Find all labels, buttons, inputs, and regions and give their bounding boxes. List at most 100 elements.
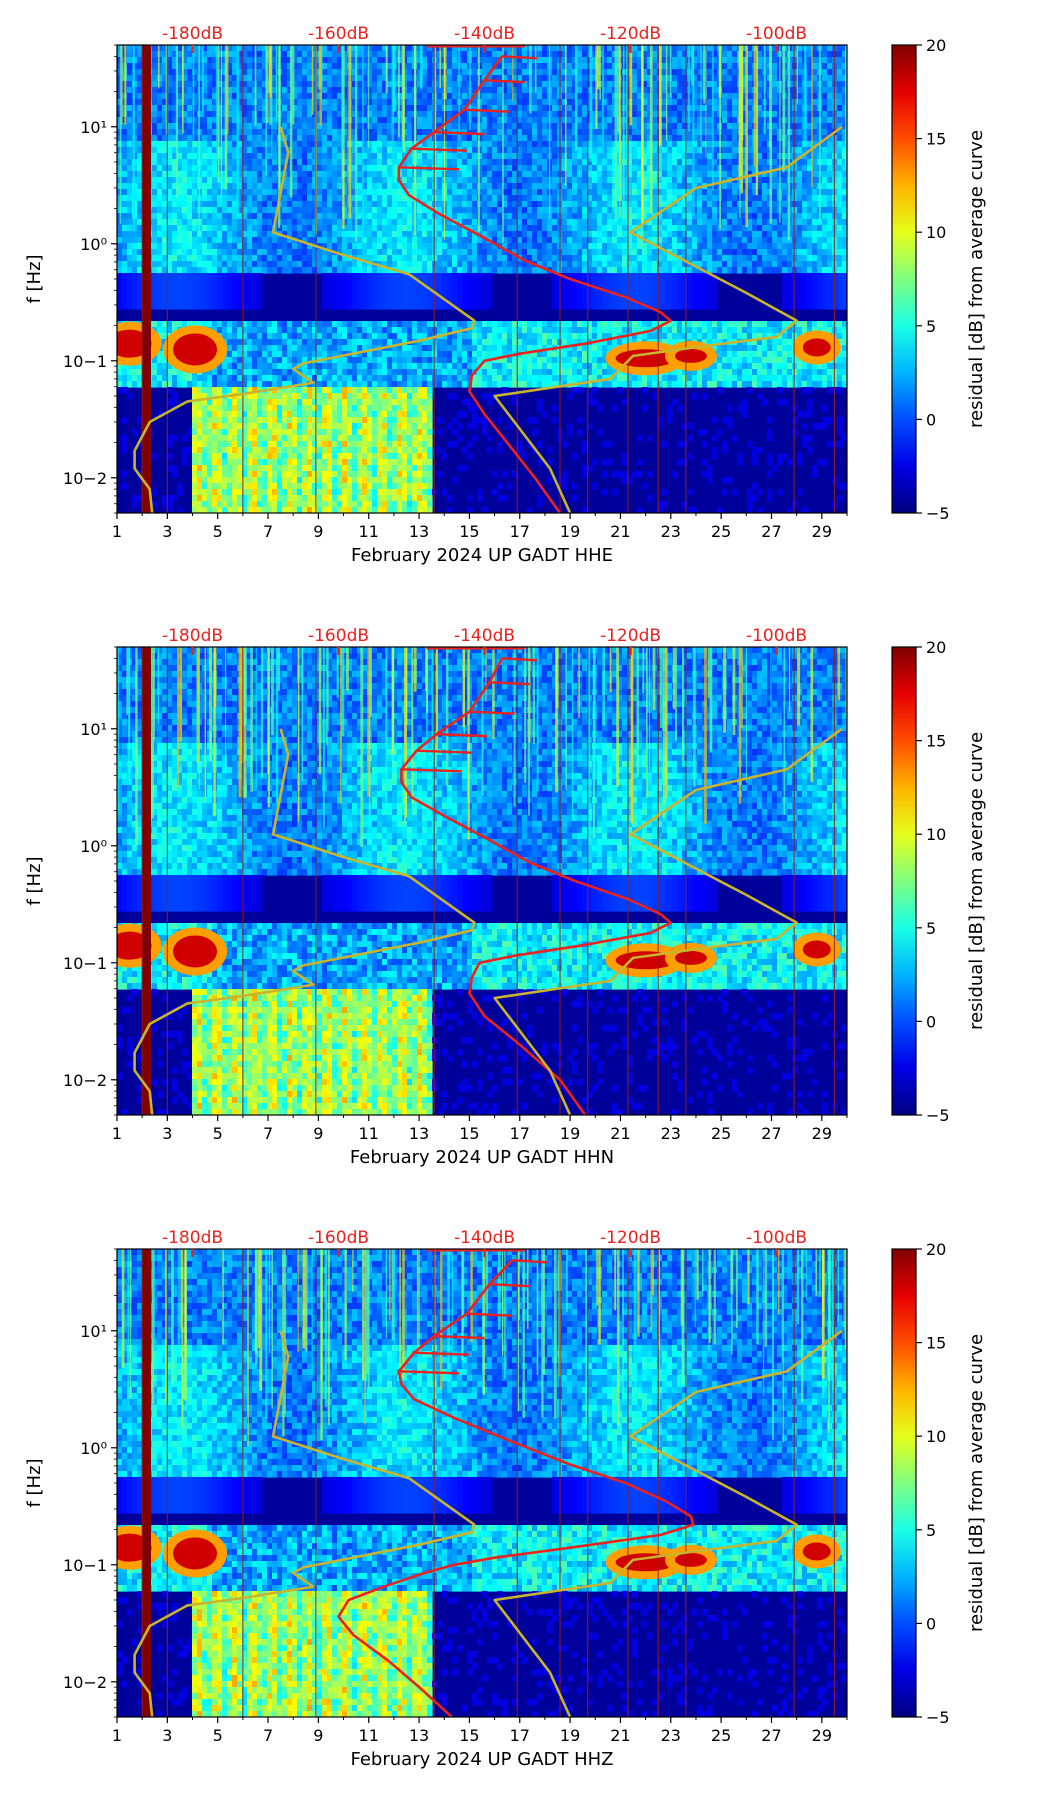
x-tick-label: 15 (459, 522, 479, 541)
x-tick-label: 13 (409, 1726, 429, 1745)
noise-model-curve (133, 1330, 476, 1717)
noise-model-curve (493, 125, 843, 513)
average-psd-curve (397, 55, 673, 513)
x-tick-label: 29 (812, 1726, 832, 1745)
y-axis-label: f [Hz] (24, 254, 45, 303)
x-axis-label: February 2024 UP GADT HHE (351, 545, 613, 566)
colorbar-tick-label: 5 (926, 317, 936, 336)
x-tick-label: 27 (761, 522, 781, 541)
x-tick-label: 13 (409, 1124, 429, 1143)
db-scale-label: -180dB (162, 24, 223, 44)
colorbar-tick-label: 20 (926, 638, 946, 657)
x-tick-label: 19 (560, 522, 580, 541)
x-tick-label: 3 (162, 1124, 172, 1143)
y-tick-label: 10⁰ (80, 1439, 107, 1458)
colorbar-tick-label: 20 (926, 1240, 946, 1259)
x-tick-label: 3 (162, 1726, 172, 1745)
spectrogram-panel-hhz: 1 3 5 7 9 11 13 15 17 19 21 23 25 27 29 10−2 10−1 10⁰ 10¹ -… (0, 1204, 1052, 1804)
x-tick-label: 11 (359, 1726, 379, 1745)
heatmap-layer (117, 45, 847, 513)
average-psd-curve (337, 1259, 695, 1717)
data-gap-bar (142, 45, 151, 513)
noise-model-curve (493, 727, 843, 1115)
psd-fringe (398, 55, 538, 171)
colorbar-tick-label: 0 (926, 1012, 936, 1031)
colorbar (891, 1248, 917, 1718)
x-tick-label: 9 (313, 1726, 323, 1745)
x-tick-label: 21 (610, 1726, 630, 1745)
x-tick-label: 29 (812, 1124, 832, 1143)
x-tick-label: 13 (409, 522, 429, 541)
x-tick-label: 9 (313, 1124, 323, 1143)
noise-model-curve (133, 126, 476, 513)
spectrogram-svg: 1 3 5 7 9 11 13 15 17 19 21 23 25 27 2910−210−110⁰10¹-… (24, 24, 987, 566)
colorbar-tick-label: 10 (926, 223, 946, 242)
colorbar-tick-label: 10 (926, 825, 946, 844)
x-tick-label: 1 (112, 1124, 122, 1143)
colorbar-tick-label: −5 (926, 504, 950, 523)
colorbar-tick-label: 5 (926, 1521, 936, 1540)
y-tick-label: 10−2 (63, 1071, 107, 1090)
spectrogram-svg: 1 3 5 7 9 11 13 15 17 19 21 23 25 27 2910−210−110⁰10¹-… (24, 626, 987, 1168)
noise-model-curve (493, 1329, 843, 1717)
x-tick-label: 7 (263, 522, 273, 541)
x-tick-label: 23 (661, 522, 681, 541)
y-tick-label: 10−1 (63, 954, 107, 973)
db-scale-label: -160dB (308, 1228, 369, 1248)
x-tick-label: 3 (162, 522, 172, 541)
colorbar-tick-label: 15 (926, 130, 946, 149)
x-tick-label: 11 (359, 522, 379, 541)
x-tick-label: 25 (711, 1726, 731, 1745)
y-axis-label: f [Hz] (24, 856, 45, 905)
y-tick-label: 10−1 (63, 352, 107, 371)
db-scale-label: -140dB (454, 24, 515, 44)
x-tick-label: 21 (610, 1124, 630, 1143)
psd-fringe (401, 657, 538, 773)
heatmap-layer (117, 1249, 847, 1717)
db-scale-label: -120dB (600, 1228, 661, 1248)
spectrogram-panel-hhe: 1 3 5 7 9 11 13 15 17 19 21 23 25 27 29 10−2 10−1 10⁰ 10¹ -… (0, 0, 1052, 600)
colorbar-label: residual [dB] from average curve (966, 1334, 987, 1632)
y-tick-label: 10¹ (80, 720, 107, 739)
spectrogram-svg: 1 3 5 7 9 11 13 15 17 19 21 23 25 27 2910−210−110⁰10¹-… (24, 1228, 987, 1770)
colorbar-tick-label: −5 (926, 1106, 950, 1125)
colorbar-tick-label: −5 (926, 1708, 950, 1727)
heatmap-layer (117, 647, 847, 1115)
colorbar-tick-label: 10 (926, 1427, 946, 1446)
db-scale-label: -160dB (308, 24, 369, 44)
colorbar (891, 44, 917, 514)
y-tick-label: 10¹ (80, 1322, 107, 1341)
x-tick-label: 5 (213, 522, 223, 541)
y-tick-label: 10⁰ (80, 235, 107, 254)
db-scale-label: -120dB (600, 626, 661, 646)
colorbar-tick-label: 5 (926, 919, 936, 938)
x-tick-label: 25 (711, 522, 731, 541)
db-scale-label: -160dB (308, 626, 369, 646)
colorbar-tick-label: 0 (926, 410, 936, 429)
colorbar-tick-label: 15 (926, 732, 946, 751)
x-tick-label: 5 (213, 1124, 223, 1143)
x-tick-label: 15 (459, 1124, 479, 1143)
colorbar-label: residual [dB] from average curve (966, 732, 987, 1030)
db-scale-label: -100dB (746, 1228, 807, 1248)
x-tick-label: 7 (263, 1124, 273, 1143)
y-tick-label: 10−1 (63, 1556, 107, 1575)
y-tick-label: 10−2 (63, 469, 107, 488)
psd-fringe (398, 1259, 548, 1375)
colorbar-tick-label: 20 (926, 36, 946, 55)
db-scale-label: -180dB (162, 626, 223, 646)
y-tick-label: 10−2 (63, 1673, 107, 1692)
x-tick-label: 5 (213, 1726, 223, 1745)
x-tick-label: 7 (263, 1726, 273, 1745)
colorbar-label: residual [dB] from average curve (966, 130, 987, 428)
db-scale-label: -180dB (162, 1228, 223, 1248)
x-tick-label: 23 (661, 1124, 681, 1143)
db-scale-label: -100dB (746, 626, 807, 646)
x-tick-label: 25 (711, 1124, 731, 1143)
x-tick-label: 11 (359, 1124, 379, 1143)
x-tick-label: 17 (510, 1124, 530, 1143)
y-tick-label: 10⁰ (80, 837, 107, 856)
x-tick-label: 1 (112, 1726, 122, 1745)
data-gap-bar (142, 647, 151, 1115)
spectrogram-panel-hhn: 1 3 5 7 9 11 13 15 17 19 21 23 25 27 29 10−2 10−1 10⁰ 10¹ -… (0, 602, 1052, 1202)
